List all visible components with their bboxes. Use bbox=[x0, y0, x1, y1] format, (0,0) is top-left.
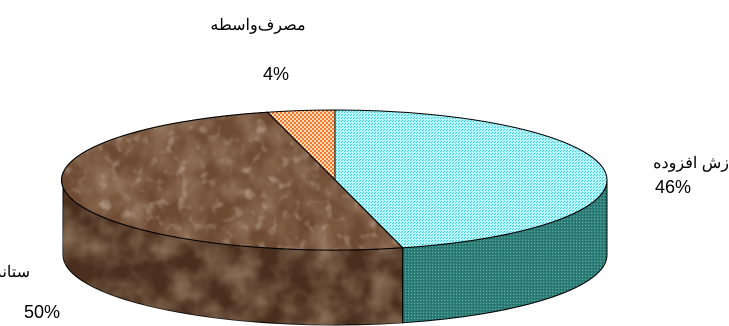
slice-intermediate-percent-label: 4% bbox=[263, 64, 289, 84]
slice-value-added-label: زش افزوده bbox=[653, 155, 729, 172]
slice-value-added-top bbox=[334, 109, 608, 249]
slice-output-percent-label: 50% bbox=[24, 302, 60, 322]
slice-output-label: ستانده bbox=[0, 264, 30, 281]
slice-output-top-outline bbox=[61, 111, 404, 251]
slice-intermediate-label: مصرف‌واسطه bbox=[210, 17, 305, 34]
slice-value-added-percent-label: 46% bbox=[655, 177, 691, 197]
